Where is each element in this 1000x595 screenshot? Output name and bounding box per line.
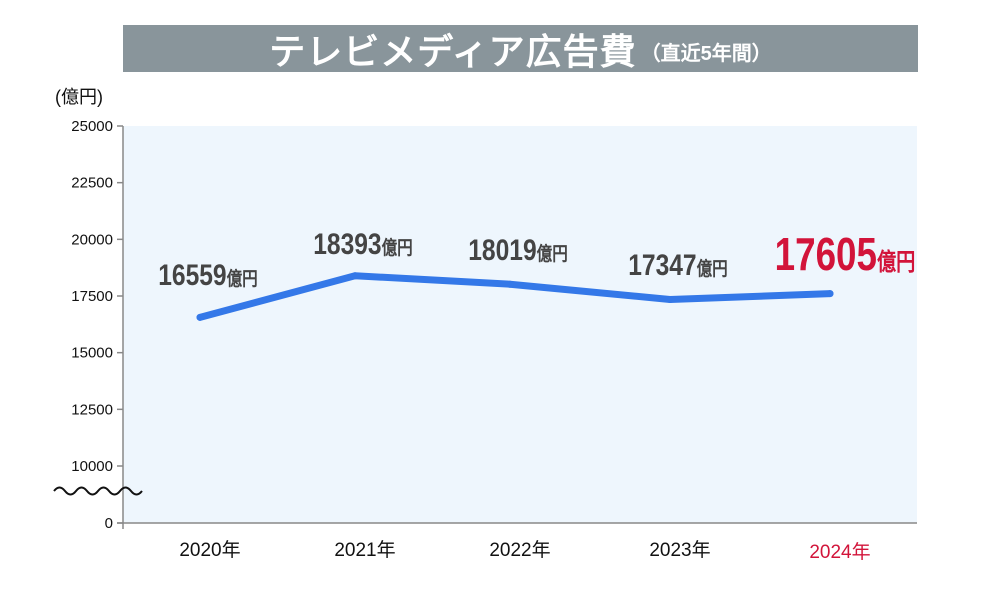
data-point — [196, 313, 204, 321]
y-tick-label: 12500 — [71, 401, 113, 418]
chart-title: テレビメディア広告費 — [269, 30, 637, 72]
data-label-unit: 億円 — [877, 248, 915, 276]
x-tick-label: 2024年 — [809, 541, 870, 563]
y-tick-label: 17500 — [71, 288, 113, 305]
y-tick-label: 20000 — [71, 231, 113, 248]
data-label-value: 17347 — [628, 248, 696, 282]
y-tick-label: 22500 — [71, 175, 113, 192]
title-bar: テレビメディア広告費 （直近5年間） — [123, 25, 918, 72]
data-label-unit: 億円 — [227, 268, 258, 290]
data-label: 16559億円 — [158, 258, 258, 292]
data-label-value: 18393 — [313, 227, 381, 261]
data-label-unit: 億円 — [537, 243, 568, 265]
x-tick-label: 2022年 — [489, 539, 550, 561]
data-label-unit: 億円 — [697, 258, 728, 280]
data-point — [506, 280, 514, 288]
data-point — [666, 295, 674, 303]
data-label-unit: 億円 — [382, 237, 413, 259]
y-axis-label: (億円) — [55, 87, 103, 107]
data-point — [826, 290, 834, 298]
plot-background — [123, 126, 917, 523]
data-point — [351, 272, 359, 280]
data-label: 18393億円 — [313, 227, 413, 261]
data-label: 17605億円 — [775, 228, 916, 280]
data-label-value: 18019 — [468, 233, 536, 267]
y-tick-label: 15000 — [71, 345, 113, 362]
data-label-value: 17605 — [775, 228, 877, 280]
x-tick-label: 2020年 — [179, 539, 240, 561]
axis-break-icon — [53, 486, 143, 496]
data-label: 17347億円 — [628, 248, 728, 282]
y-tick-label: 10000 — [71, 458, 113, 475]
y-tick-label: 0 — [105, 515, 113, 532]
x-tick-label: 2023年 — [649, 539, 710, 561]
y-tick-label: 25000 — [71, 118, 113, 135]
data-label: 18019億円 — [468, 233, 568, 267]
x-tick-label: 2021年 — [334, 539, 395, 561]
data-label-value: 16559 — [158, 258, 226, 292]
chart-subtitle: （直近5年間） — [640, 43, 772, 65]
